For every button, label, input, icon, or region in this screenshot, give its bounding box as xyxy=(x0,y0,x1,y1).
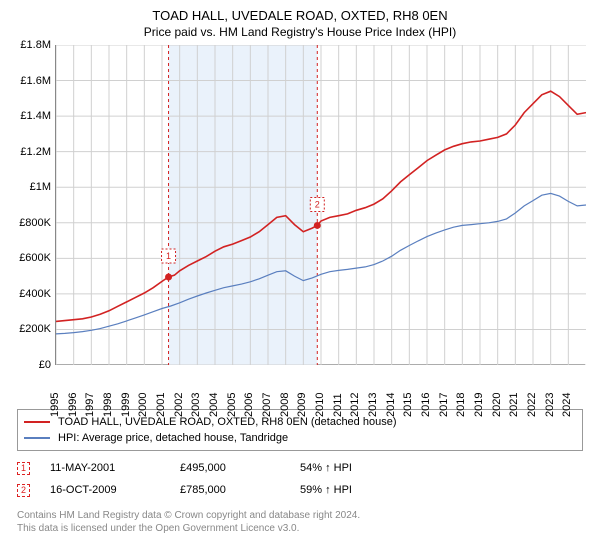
chart-subtitle: Price paid vs. HM Land Registry's House … xyxy=(10,25,590,39)
x-tick-label: 2000 xyxy=(137,393,149,417)
sale-marker-0: 1 xyxy=(17,462,30,475)
sale-price-0: £495,000 xyxy=(180,462,280,474)
chart-wrap: £0 £200K £400K £600K £800K £1M £1.2M £1.4M £1.6M… xyxy=(11,45,589,385)
y-tick-label: £200K xyxy=(19,323,51,335)
svg-text:1: 1 xyxy=(166,251,171,261)
sales-table: 1 11-MAY-2001 £495,000 54% ↑ HPI 2 16-OC… xyxy=(17,457,583,501)
x-tick-label: 2020 xyxy=(491,393,503,417)
x-tick-label: 2010 xyxy=(314,393,326,417)
x-tick-label: 2024 xyxy=(561,393,573,417)
x-tick-label: 1996 xyxy=(67,393,79,417)
y-tick-label: £1M xyxy=(30,181,51,193)
x-axis: 1995199619971998199920002001200220032004… xyxy=(55,367,585,385)
x-tick-label: 2014 xyxy=(385,393,397,417)
x-tick-label: 2019 xyxy=(473,393,485,417)
y-tick-label: £600K xyxy=(19,252,51,264)
x-tick-label: 1997 xyxy=(84,393,96,417)
chart-container: TOAD HALL, UVEDALE ROAD, OXTED, RH8 0EN … xyxy=(0,0,600,539)
x-tick-label: 2009 xyxy=(296,393,308,417)
x-tick-label: 2006 xyxy=(243,393,255,417)
footnote-line-2: This data is licensed under the Open Gov… xyxy=(17,522,583,535)
x-tick-label: 2002 xyxy=(173,393,185,417)
y-tick-label: £1.6M xyxy=(20,75,51,87)
plot-svg: 12 xyxy=(56,45,586,365)
legend-label-1: HPI: Average price, detached house, Tand… xyxy=(58,432,288,444)
x-tick-label: 2017 xyxy=(438,393,450,417)
x-tick-label: 2023 xyxy=(544,393,556,417)
y-tick-label: £1.2M xyxy=(20,146,51,158)
legend-label-0: TOAD HALL, UVEDALE ROAD, OXTED, RH8 0EN … xyxy=(58,416,396,428)
sale-price-1: £785,000 xyxy=(180,484,280,496)
x-tick-label: 2008 xyxy=(279,393,291,417)
sale-pct-1: 59% ↑ HPI xyxy=(300,484,410,496)
x-tick-label: 1998 xyxy=(102,393,114,417)
sale-date-0: 11-MAY-2001 xyxy=(50,462,160,474)
x-tick-label: 2021 xyxy=(508,393,520,417)
x-tick-label: 1999 xyxy=(120,393,132,417)
y-tick-label: £0 xyxy=(39,359,51,371)
x-tick-label: 2018 xyxy=(455,393,467,417)
x-tick-label: 2001 xyxy=(155,393,167,417)
legend-item-1: HPI: Average price, detached house, Tand… xyxy=(24,430,576,446)
plot-area: 12 xyxy=(55,45,585,365)
y-tick-label: £1.4M xyxy=(20,110,51,122)
svg-text:2: 2 xyxy=(315,199,320,209)
sale-date-1: 16-OCT-2009 xyxy=(50,484,160,496)
sale-row-0: 1 11-MAY-2001 £495,000 54% ↑ HPI xyxy=(17,457,583,479)
y-axis: £0£200K£400K£600K£800K£1M£1.2M£1.4M£1.6M… xyxy=(11,45,55,365)
x-tick-label: 2012 xyxy=(349,393,361,417)
x-tick-label: 2007 xyxy=(261,393,273,417)
footnote: Contains HM Land Registry data © Crown c… xyxy=(17,509,583,535)
x-tick-label: 2015 xyxy=(402,393,414,417)
sale-pct-0: 54% ↑ HPI xyxy=(300,462,410,474)
x-tick-label: 2022 xyxy=(526,393,538,417)
legend-swatch-1 xyxy=(24,437,50,439)
x-tick-label: 2004 xyxy=(208,393,220,417)
x-tick-label: 2005 xyxy=(226,393,238,417)
y-tick-label: £400K xyxy=(19,288,51,300)
sale-row-1: 2 16-OCT-2009 £785,000 59% ↑ HPI xyxy=(17,479,583,501)
x-tick-label: 2003 xyxy=(190,393,202,417)
sale-marker-1: 2 xyxy=(17,484,30,497)
y-tick-label: £800K xyxy=(19,217,51,229)
x-tick-label: 2013 xyxy=(367,393,379,417)
x-tick-label: 1995 xyxy=(49,393,61,417)
footnote-line-1: Contains HM Land Registry data © Crown c… xyxy=(17,509,583,522)
legend-swatch-0 xyxy=(24,421,50,423)
y-tick-label: £1.8M xyxy=(20,39,51,51)
chart-title: TOAD HALL, UVEDALE ROAD, OXTED, RH8 0EN xyxy=(10,8,590,23)
x-tick-label: 2011 xyxy=(332,393,344,417)
x-tick-label: 2016 xyxy=(420,393,432,417)
